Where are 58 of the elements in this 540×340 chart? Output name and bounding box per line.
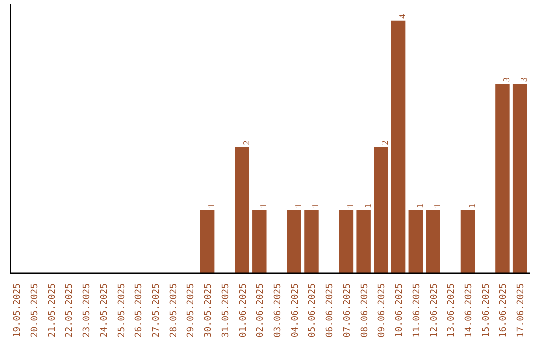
data-label: 2 [241,140,252,146]
bar [374,147,388,274]
x-tick-label: 28.05.2025 [169,283,180,338]
data-label: 1 [310,204,321,208]
x-tick-label: 26.05.2025 [134,283,145,338]
bar [391,20,406,274]
x-tick-label: 17.06.2025 [516,283,527,338]
x-tick-label: 25.05.2025 [117,283,128,338]
x-tick-label: 23.05.2025 [82,283,93,338]
x-tick-label: 03.06.2025 [274,283,284,338]
x-tick-label: 12.06.2025 [430,283,440,338]
x-tick-label: 24.05.2025 [100,283,110,338]
data-label: 1 [345,204,356,208]
x-tick-label: 19.05.2025 [13,283,24,338]
x-tick-label: 14.06.2025 [464,283,474,338]
x-tick-label: 30.05.2025 [204,283,214,338]
bar [304,210,319,274]
x-tick-label: 08.06.2025 [360,283,370,338]
x-tick-label: 27.05.2025 [152,283,162,338]
bar [512,84,528,274]
x-tick-label: 07.06.2025 [342,283,353,338]
data-label: 3 [502,77,512,82]
bar [426,210,440,274]
bar [252,210,267,274]
bar [496,84,510,274]
x-tick-label: 11.06.2025 [412,283,422,338]
x-tick-label: 10.06.2025 [395,283,406,338]
bar [235,147,250,274]
x-tick-label: 15.06.2025 [482,283,492,338]
data-label: 4 [398,14,408,19]
data-label: 3 [519,77,530,82]
data-label: 1 [432,204,442,208]
x-tick-label: 21.05.2025 [48,283,58,338]
x-tick-label: 16.06.2025 [499,283,510,338]
bar [408,210,424,274]
x-tick-label: 29.05.2025 [186,283,197,338]
x-tick-label: 01.06.2025 [238,283,249,338]
bar [339,210,354,274]
x-tick-label: 04.06.2025 [290,283,301,338]
bar [356,210,371,274]
data-label: 2 [380,140,390,146]
x-tick-label: 31.05.2025 [221,283,232,338]
data-label: 1 [293,204,304,208]
data-label: 1 [362,204,373,208]
data-label: 1 [414,204,425,208]
x-tick-label: 06.06.2025 [326,283,336,338]
x-tick-label: 02.06.2025 [256,283,266,338]
x-tick-label: 20.05.2025 [30,283,40,338]
data-label: 1 [258,204,269,208]
x-tick-label: 22.05.2025 [65,283,76,338]
bar [200,210,215,274]
x-tick-label: 05.06.2025 [308,283,318,338]
x-tick-label: 09.06.2025 [378,283,388,338]
data-label: 1 [206,204,217,208]
x-tick-label: 13.06.2025 [447,283,458,338]
bar [460,210,476,274]
data-label: 1 [466,204,477,208]
bar [287,210,302,274]
